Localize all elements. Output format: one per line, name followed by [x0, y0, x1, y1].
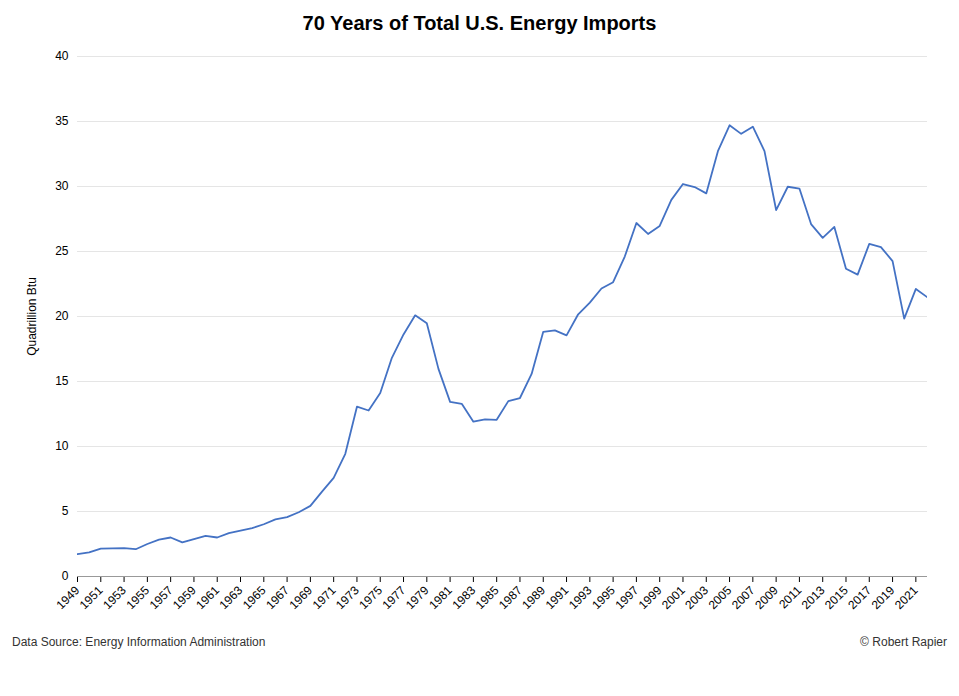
svg-text:2017: 2017 — [845, 583, 874, 612]
svg-text:1985: 1985 — [473, 583, 502, 612]
svg-text:2021: 2021 — [892, 583, 921, 612]
svg-text:1961: 1961 — [193, 583, 222, 612]
svg-text:2013: 2013 — [799, 583, 828, 612]
svg-text:2019: 2019 — [869, 583, 898, 612]
svg-text:2005: 2005 — [706, 583, 735, 612]
svg-text:1973: 1973 — [333, 583, 362, 612]
svg-text:1979: 1979 — [403, 583, 432, 612]
svg-text:1965: 1965 — [240, 583, 269, 612]
svg-text:10: 10 — [55, 439, 69, 453]
svg-text:2011: 2011 — [776, 583, 804, 611]
html-text:Data Source: Energy Informatio: Data Source: Energy Information Administ… — [12, 635, 266, 649]
svg-text:1963: 1963 — [217, 583, 246, 612]
svg-text:20: 20 — [55, 309, 69, 323]
svg-text:5: 5 — [62, 504, 69, 518]
svg-text:25: 25 — [55, 244, 69, 258]
svg-text:1957: 1957 — [147, 583, 176, 612]
svg-text:0: 0 — [62, 569, 69, 583]
svg-text:1983: 1983 — [449, 583, 478, 612]
svg-text:2015: 2015 — [822, 583, 851, 612]
svg-text:2001: 2001 — [659, 583, 688, 612]
svg-text:1981: 1981 — [426, 583, 455, 612]
svg-text:1995: 1995 — [589, 583, 618, 612]
svg-text:1989: 1989 — [519, 583, 548, 612]
svg-text:1959: 1959 — [170, 583, 199, 612]
svg-text:15: 15 — [55, 374, 69, 388]
svg-text:1955: 1955 — [123, 583, 152, 612]
svg-text:1951: 1951 — [77, 583, 106, 612]
html-text:70 Years of Total U.S. Energy: 70 Years of Total U.S. Energy Imports — [302, 12, 657, 34]
svg-text:1977: 1977 — [380, 583, 409, 612]
svg-text:1993: 1993 — [566, 583, 595, 612]
svg-text:30: 30 — [55, 179, 69, 193]
svg-text:1967: 1967 — [263, 583, 292, 612]
svg-text:2007: 2007 — [729, 583, 758, 612]
svg-text:1975: 1975 — [356, 583, 385, 612]
svg-text:1999: 1999 — [636, 583, 665, 612]
svg-text:1949: 1949 — [54, 583, 83, 612]
svg-text:1987: 1987 — [496, 583, 525, 612]
svg-text:2003: 2003 — [682, 583, 711, 612]
html-text:© Robert Rapier: © Robert Rapier — [860, 635, 947, 649]
svg-text:1997: 1997 — [612, 583, 641, 612]
svg-text:40: 40 — [55, 49, 69, 63]
svg-text:1971: 1971 — [310, 583, 339, 612]
svg-text:1953: 1953 — [100, 583, 129, 612]
svg-text:1991: 1991 — [543, 583, 572, 612]
svg-text:1969: 1969 — [286, 583, 315, 612]
svg-text:Quadrillion Btu: Quadrillion Btu — [25, 277, 39, 356]
svg-text:2009: 2009 — [752, 583, 781, 612]
svg-text:35: 35 — [55, 114, 69, 128]
